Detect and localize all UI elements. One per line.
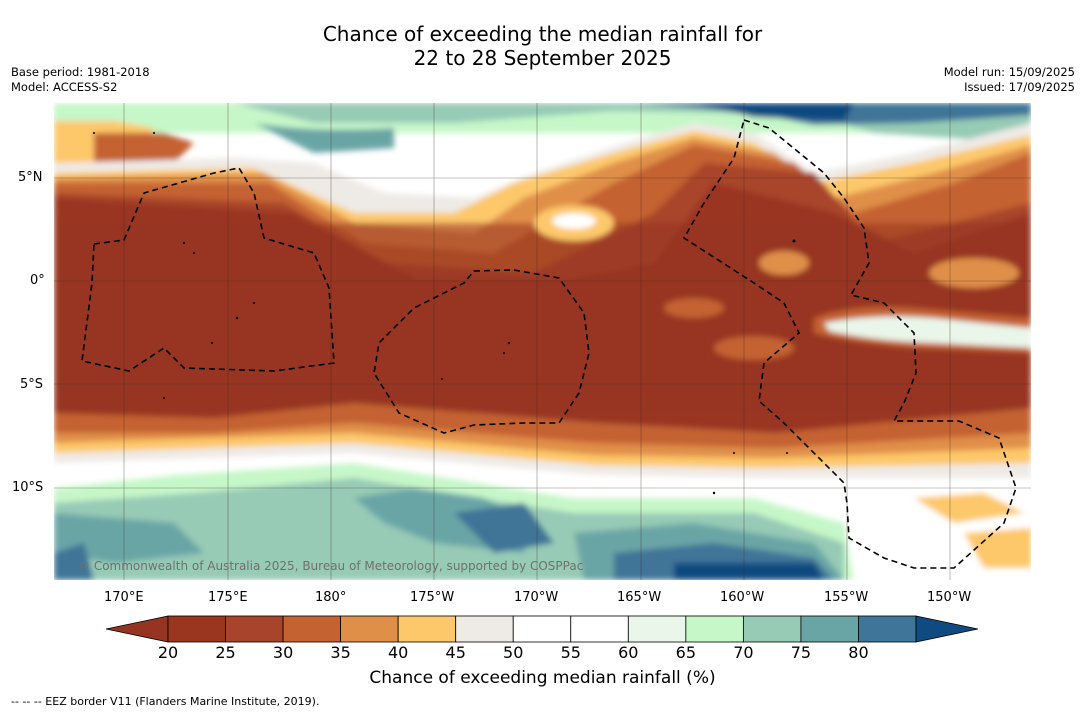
colorbar-segment bbox=[455, 615, 514, 643]
colorbar-under-arrow bbox=[106, 615, 169, 643]
colorbar-tick-label: 25 bbox=[215, 643, 236, 662]
colorbar-segment bbox=[685, 615, 744, 643]
lon-label-175w: 175°W bbox=[410, 590, 455, 605]
lat-label-10s: 10°S bbox=[12, 480, 44, 495]
colorbar-segment bbox=[858, 615, 917, 643]
model-run: Model run: 15/09/2025 bbox=[943, 65, 1075, 79]
chart-title-line2: 22 to 28 September 2025 bbox=[413, 46, 672, 70]
colorbar-tick-label: 60 bbox=[618, 643, 639, 662]
lon-label-180: 180° bbox=[315, 590, 347, 605]
colorbar-tick-label: 35 bbox=[330, 643, 351, 662]
colorbar-tick-label: 75 bbox=[790, 643, 812, 662]
colorbar-segment bbox=[340, 615, 399, 643]
colorbar-tick-label: 40 bbox=[387, 643, 409, 662]
colorbar-tick-label: 50 bbox=[503, 643, 524, 662]
lat-label-5n: 5°N bbox=[18, 170, 43, 185]
colorbar-tick-label: 80 bbox=[848, 643, 869, 662]
model-name: Model: ACCESS-S2 bbox=[11, 80, 118, 94]
rainfall-field bbox=[54, 103, 1031, 580]
issued-date: Issued: 17/09/2025 bbox=[964, 80, 1075, 94]
colorbar-over-arrow bbox=[915, 615, 978, 643]
lat-label-5s: 5°S bbox=[20, 377, 44, 392]
lon-label-170e: 170°E bbox=[104, 590, 144, 605]
lat-label-0: 0° bbox=[30, 273, 45, 288]
colorbar-tick-label: 70 bbox=[733, 643, 754, 662]
rainfall-map bbox=[54, 103, 1031, 580]
colorbar-tick-label: 20 bbox=[157, 643, 179, 662]
lon-label-155w: 155°W bbox=[824, 590, 869, 605]
lon-label-150w: 150°W bbox=[927, 590, 972, 605]
islands bbox=[93, 132, 796, 495]
colorbar-segment bbox=[167, 615, 226, 643]
colorbar-tick-label: 45 bbox=[445, 643, 466, 662]
colorbar-segment bbox=[512, 615, 572, 643]
colorbar-label: Chance of exceeding median rainfall (%) bbox=[369, 668, 716, 688]
colorbar-segment bbox=[225, 615, 284, 643]
colorbar-segment bbox=[570, 615, 629, 643]
graticule bbox=[54, 103, 1031, 580]
lon-label-175e: 175°E bbox=[208, 590, 248, 605]
colorbar-tick-label: 55 bbox=[560, 643, 581, 662]
base-period: Base period: 1981-2018 bbox=[11, 65, 150, 79]
colorbar-segment bbox=[627, 615, 687, 643]
colorbar-tick-label: 65 bbox=[675, 643, 697, 662]
colorbar bbox=[106, 615, 978, 643]
lon-label-165w: 165°W bbox=[617, 590, 662, 605]
colorbar-segment bbox=[282, 615, 342, 643]
chart-title-line1: Chance of exceeding the median rainfall … bbox=[322, 22, 763, 46]
lon-label-170w: 170°W bbox=[514, 590, 559, 605]
eez-footnote: -- -- -- EEZ border V11 (Flanders Marine… bbox=[11, 695, 320, 708]
colorbar-segment bbox=[397, 615, 457, 643]
colorbar-segment bbox=[800, 615, 859, 643]
eez-borders bbox=[81, 118, 1017, 569]
copyright-notice: © Commonwealth of Australia 2025, Bureau… bbox=[78, 559, 584, 573]
colorbar-tick-label: 30 bbox=[272, 643, 294, 662]
lon-label-160w: 160°W bbox=[720, 590, 765, 605]
colorbar-segment bbox=[742, 615, 802, 643]
